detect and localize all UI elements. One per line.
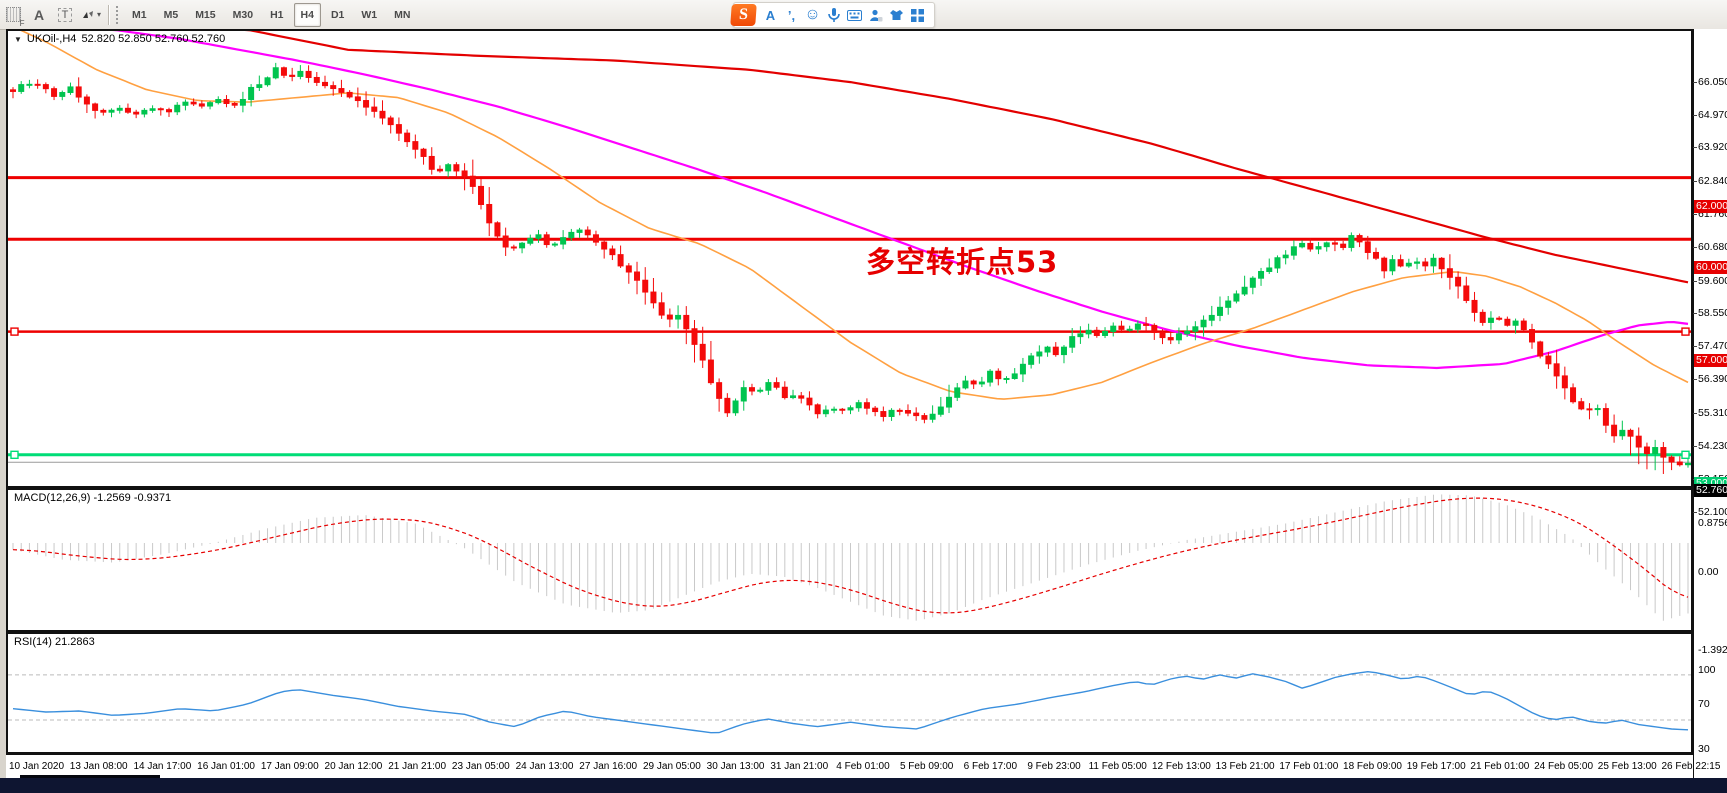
time-axis-label: 6 Feb 17:00	[963, 761, 1018, 772]
price-tick: 66.050	[1692, 76, 1727, 88]
time-axis-label: 16 Jan 01:00	[197, 761, 255, 772]
rsi-label: RSI(14) 21.2863	[14, 636, 95, 648]
sogou-logo-icon[interactable]: S	[730, 4, 757, 26]
rsi-scale-tick: 100	[1698, 664, 1716, 676]
arrow-shapes-icon	[82, 10, 93, 18]
time-axis-label: 11 Feb 05:00	[1088, 761, 1147, 772]
punctuation-icon[interactable]: ’,	[787, 7, 796, 23]
chart-annotation-text: 多空转折点53	[866, 245, 1059, 279]
toolbar-drag-handle[interactable]	[116, 5, 121, 24]
price-tick: 62.840	[1692, 175, 1727, 187]
quote-values: 52.820 52.850 52.760 52.760	[81, 33, 226, 45]
price-tick: 63.920	[1692, 141, 1727, 153]
symbol-dropdown-icon[interactable]: ▼	[14, 34, 22, 44]
time-axis-label: 12 Feb 13:00	[1151, 761, 1211, 772]
price-tick: 60.680	[1692, 241, 1727, 253]
time-axis-label: 30 Jan 13:00	[706, 761, 765, 772]
price-tick: 54.230	[1692, 440, 1727, 452]
timeframe-button-h4[interactable]: H4	[293, 2, 321, 27]
timeframe-button-m1[interactable]: M1	[132, 8, 147, 21]
macd-chart[interactable]	[8, 490, 1691, 630]
bottom-edge-notch	[20, 775, 160, 778]
sogou-input-bar: S A ’, ☺	[730, 2, 935, 28]
language-mode-icon[interactable]: A	[765, 7, 776, 23]
price-line-label: 60.000	[1694, 261, 1727, 275]
rsi-scale-tick: 30	[1698, 742, 1710, 755]
time-axis-label: 13 Jan 08:00	[69, 761, 128, 772]
time-axis-label: 29 Jan 05:00	[642, 761, 701, 772]
time-axis-label: 14 Jan 17:00	[133, 761, 192, 772]
price-tick: 57.470	[1692, 340, 1727, 352]
voice-input-icon[interactable]	[823, 5, 844, 25]
time-axis-label: 17 Jan 09:00	[260, 761, 319, 772]
toolbar-separator	[108, 4, 110, 25]
macd-label: MACD(12,26,9) -1.2569 -0.9371	[14, 492, 172, 504]
macd-scale-tick: 0.00	[1698, 566, 1719, 578]
timeframe-button-mn[interactable]: MN	[394, 8, 411, 21]
time-axis-label: 9 Feb 23:00	[1027, 761, 1081, 772]
text-box-tool-icon[interactable]: T	[53, 4, 77, 26]
time-axis-label: 13 Feb 21:00	[1215, 761, 1275, 772]
time-axis-label: 4 Feb 01:00	[836, 761, 890, 772]
time-axis-label: 21 Feb 01:00	[1470, 761, 1530, 772]
timeframe-button-w1[interactable]: W1	[361, 8, 378, 21]
bottom-window-edge	[0, 775, 1727, 793]
chart-title: ▼ UKOil-,H4 52.820 52.850 52.760 52.760	[14, 33, 225, 45]
macd-scale-tick: 0.8756	[1698, 516, 1727, 529]
rsi-panel[interactable]: RSI(14) 21.2863	[6, 632, 1693, 754]
macd-scale-tick: -1.3923	[1698, 643, 1727, 656]
time-axis-label: 27 Jan 16:00	[579, 761, 638, 772]
time-axis-label: 23 Jan 05:00	[451, 761, 510, 772]
arrows-tool-icon[interactable]: ▾	[79, 4, 103, 26]
time-axis-label: 31 Jan 21:00	[770, 761, 829, 772]
price-line-label: 62.000	[1694, 199, 1727, 213]
account-icon[interactable]	[865, 5, 886, 25]
price-axis[interactable]: 66.050 64.970 63.920 62.840 61.760 60.680 59.6…	[1692, 29, 1727, 789]
timeframe-button-m15[interactable]: M15	[195, 8, 216, 21]
price-tick: 52.100	[1692, 506, 1727, 518]
time-axis-label: 21 Jan 21:00	[388, 761, 447, 772]
toolbar: F A T ▾ M1 M5 M15 M30 H1 H4 D1 W1 MN S A ’, ☺	[0, 0, 1727, 30]
grid-tool-icon[interactable]: F	[1, 4, 25, 28]
toolbox-grid-icon[interactable]	[907, 5, 928, 25]
skin-icon[interactable]	[886, 5, 907, 25]
time-axis-label: 17 Feb 01:00	[1279, 761, 1339, 772]
rsi-scale-tick: 70	[1698, 697, 1710, 710]
time-axis-label: 24 Jan 13:00	[515, 761, 574, 772]
price-tick: 58.550	[1692, 307, 1727, 319]
price-tick: 59.600	[1692, 275, 1727, 287]
keyboard-icon[interactable]	[844, 5, 865, 25]
macd-panel[interactable]: MACD(12,26,9) -1.2569 -0.9371	[6, 488, 1693, 632]
time-axis-label: 5 Feb 09:00	[899, 761, 954, 772]
text-label-tool-icon[interactable]: A	[33, 6, 45, 23]
dropdown-caret-icon[interactable]: ▾	[96, 10, 101, 19]
price-tick: 64.970	[1692, 109, 1727, 121]
main-chart-panel[interactable]: ▼ UKOil-,H4 52.820 52.850 52.760 52.760 …	[6, 29, 1693, 488]
time-axis-label: 18 Feb 09:00	[1343, 761, 1402, 772]
time-axis[interactable]: 10 Jan 2020 13 Jan 08:00 14 Jan 17:00 16 Ja…	[6, 754, 1720, 779]
emoji-icon[interactable]: ☺	[804, 6, 821, 23]
timeframe-button-h1[interactable]: H1	[270, 8, 284, 21]
time-axis-label: 24 Feb 05:00	[1534, 761, 1594, 772]
time-axis-label: 10 Jan 2020	[9, 761, 65, 772]
time-axis-label: 19 Feb 17:00	[1406, 761, 1466, 772]
timeframe-button-m30[interactable]: M30	[232, 8, 254, 21]
time-axis-label: 25 Feb 13:00	[1597, 761, 1657, 772]
timeframe-button-d1[interactable]: D1	[330, 8, 345, 21]
price-tick: 56.390	[1692, 373, 1727, 385]
timeframe-button-m5[interactable]: M5	[163, 8, 179, 21]
price-line-label: 57.000	[1694, 353, 1727, 367]
rsi-chart[interactable]	[8, 634, 1691, 752]
time-axis-label: 26 Feb 22:15	[1661, 761, 1721, 772]
timeframe-bar: M1 M5 M15 M30 H1 H4 D1 W1 MN	[125, 2, 417, 27]
price-tick: 55.310	[1692, 407, 1727, 419]
time-axis-label: 20 Jan 12:00	[324, 761, 383, 772]
candlestick-chart[interactable]	[8, 31, 1691, 486]
price-line-label: 52.760	[1694, 484, 1727, 498]
symbol-period-label: UKOil-,H4	[26, 33, 77, 45]
